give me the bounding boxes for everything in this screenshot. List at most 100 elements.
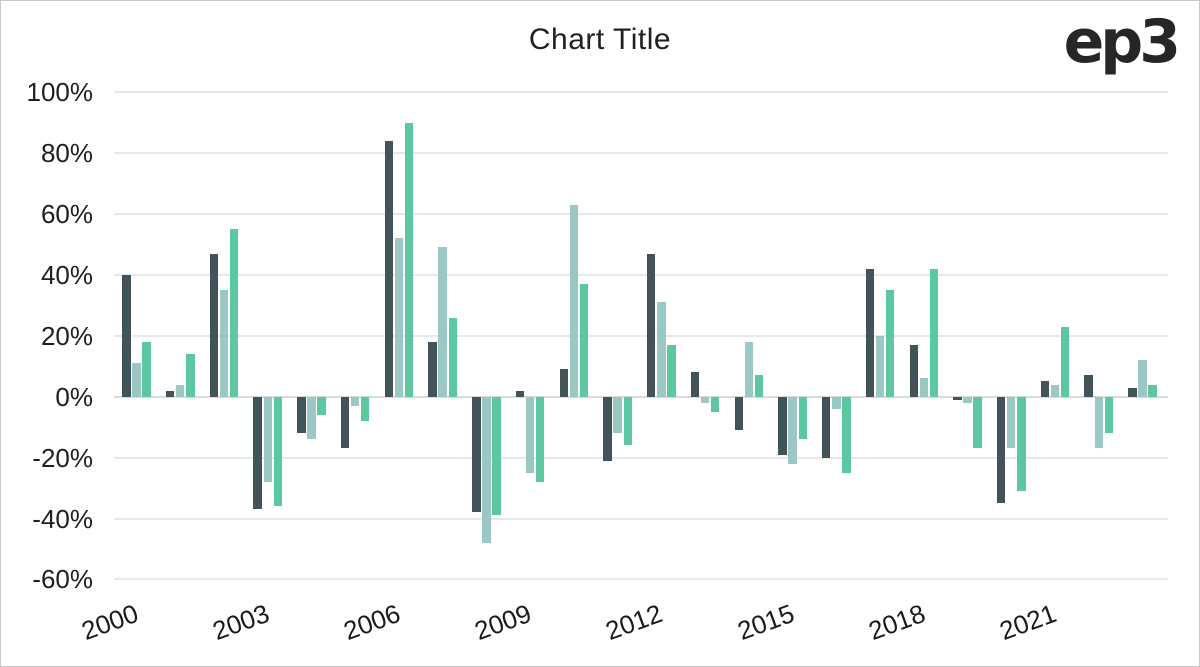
chart-title: Chart Title: [528, 23, 672, 56]
y-axis-tick-label: -40%: [32, 503, 93, 534]
y-axis-tick-label: 40%: [40, 259, 93, 290]
bar-2018-series-1: [909, 344, 918, 397]
ep3-logo: ep3: [1063, 7, 1181, 77]
bar-2004-series-1: [297, 396, 306, 434]
bar-2014-series-1: [734, 396, 743, 431]
bar-2002-series-1: [209, 253, 219, 397]
bar-2021-series-1: [1040, 381, 1050, 397]
y-axis-tick-label: 0%: [55, 381, 93, 412]
bar-2012-series-3: [667, 344, 676, 397]
bar-2006-series-2: [394, 238, 404, 397]
bar-2000-series-2: [132, 363, 141, 397]
bar-2005-series-2: [351, 396, 360, 406]
bar-2001-series-1: [165, 390, 175, 397]
bar-2003-series-3: [273, 396, 282, 507]
bar-2021-series-2: [1050, 384, 1060, 397]
y-axis-tick-label: 100%: [26, 77, 94, 108]
bar-2016-series-1: [822, 396, 831, 458]
bar-2012-series-2: [657, 302, 666, 397]
bar-2020-series-1: [997, 396, 1006, 504]
bar-2021-series-3: [1060, 326, 1070, 397]
bar-2013-series-3: [711, 396, 720, 412]
bar-2009-series-2: [525, 396, 535, 473]
bar-2011-series-1: [603, 396, 612, 461]
bar-2004-series-2: [307, 396, 316, 440]
bar-2011-series-2: [613, 396, 622, 434]
bar-2015-series-3: [798, 396, 807, 440]
bar-2015-series-1: [778, 396, 787, 455]
gridline-20: [114, 334, 1168, 337]
bar-2017-series-2: [875, 335, 885, 397]
bar-2001-series-3: [186, 354, 195, 397]
bar-2005-series-3: [361, 396, 370, 422]
bar-2018-series-3: [929, 268, 939, 397]
bar-2002-series-3: [229, 229, 239, 397]
gridline-80: [114, 152, 1168, 155]
bar-2007-series-2: [438, 247, 447, 397]
bar-2007-series-1: [428, 341, 437, 397]
bar-2020-series-3: [1017, 396, 1026, 492]
x-axis-tick-label-2006: 2006: [339, 598, 405, 647]
gridline--40: [114, 517, 1168, 520]
y-axis-tick-label: 60%: [40, 199, 93, 229]
bar-2000-series-3: [142, 341, 151, 397]
x-axis-tick-label-2015: 2015: [733, 598, 798, 647]
bar-2009-series-3: [536, 396, 545, 482]
gridline--20: [114, 456, 1168, 459]
gridline--60: [114, 578, 1168, 581]
gridline-100: [114, 91, 1168, 94]
bar-2002-series-2: [219, 290, 229, 397]
bar-2018-series-2: [919, 378, 928, 397]
bar-2019-series-1: [953, 396, 962, 400]
bar-2016-series-2: [832, 396, 841, 409]
bar-2009-series-1: [515, 390, 525, 397]
bar-2013-series-1: [690, 372, 700, 397]
x-axis-tick-label-2003: 2003: [208, 598, 273, 647]
bar-2023-series-1: [1128, 387, 1137, 397]
x-axis-tick-label-2009: 2009: [470, 598, 536, 647]
bar-2006-series-3: [404, 122, 414, 397]
bar-2017-series-3: [885, 290, 895, 397]
x-axis-tick-label-2000: 2000: [77, 598, 142, 647]
bar-2022-series-1: [1084, 375, 1093, 397]
bar-2011-series-3: [623, 396, 632, 446]
bar-2013-series-2: [700, 396, 710, 403]
bar-2008-series-3: [492, 396, 501, 516]
y-axis-tick-label: -20%: [32, 442, 93, 473]
bar-2004-series-3: [317, 396, 326, 415]
bar-2022-series-3: [1104, 396, 1114, 434]
bar-2005-series-1: [340, 396, 350, 449]
bar-2019-series-3: [973, 396, 982, 449]
bar-2020-series-2: [1007, 396, 1016, 449]
y-axis-tick-label: -60%: [32, 564, 93, 595]
x-axis-tick-label-2012: 2012: [601, 598, 667, 647]
bar-2017-series-1: [865, 268, 875, 397]
gridline-40: [114, 273, 1168, 276]
bar-2001-series-2: [176, 384, 185, 397]
x-axis-tick-label-2021: 2021: [995, 598, 1061, 647]
bar-2019-series-2: [963, 396, 972, 403]
x-axis-tick-label-2018: 2018: [864, 598, 929, 647]
bar-2003-series-1: [253, 396, 262, 510]
bar-2006-series-1: [384, 140, 394, 397]
bar-2015-series-2: [788, 396, 797, 464]
bar-2010-series-1: [559, 369, 568, 397]
bar-2010-series-3: [579, 284, 589, 397]
bar-2012-series-1: [647, 253, 656, 397]
bar-2014-series-3: [754, 375, 764, 397]
y-axis-tick-label: 20%: [40, 320, 93, 351]
bar-2000-series-1: [122, 274, 131, 397]
gridline-0: [114, 395, 1168, 398]
bar-2022-series-2: [1094, 396, 1103, 449]
gridline-60: [114, 213, 1168, 215]
bar-2010-series-2: [569, 204, 579, 397]
bar-2007-series-3: [448, 317, 457, 397]
bar-2016-series-3: [842, 396, 851, 473]
bar-2003-series-2: [263, 396, 272, 482]
bar-2014-series-2: [744, 341, 754, 397]
y-axis-tick-label: 80%: [40, 138, 93, 169]
bar-2023-series-2: [1138, 360, 1147, 397]
bar-2008-series-1: [472, 396, 481, 513]
bar-2008-series-2: [482, 396, 491, 543]
